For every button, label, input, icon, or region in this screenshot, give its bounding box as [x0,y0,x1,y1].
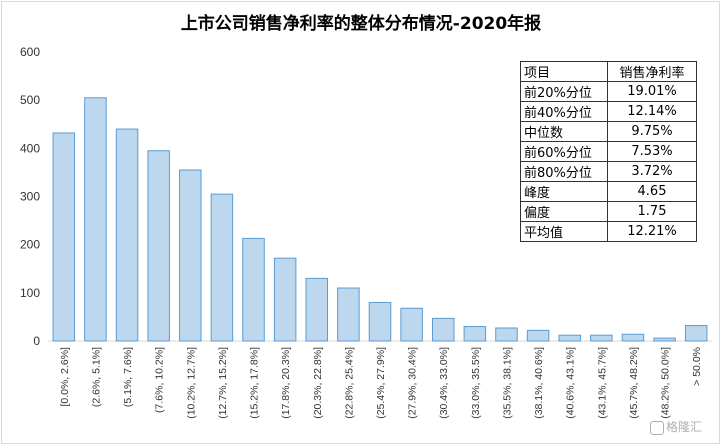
y-tick-label: 400 [20,141,40,155]
x-tick-label: (2.6%, 5.1%] [90,347,102,407]
stats-row: 峰度 4.65 [520,181,697,202]
x-tick-label: (12.7%, 15.2%] [217,347,229,419]
stats-header-item: 项目 [520,61,608,82]
bar [621,333,645,342]
stats-value: 12.21% [607,221,697,242]
bar [179,169,202,342]
x-tick-label: (48.2%, 50.0%] [660,347,672,419]
y-tick-label: 200 [20,238,40,252]
y-tick-label: 500 [20,93,40,107]
bar [210,193,234,342]
bar [115,128,139,342]
x-tick-label: (40.6%, 43.1%] [565,347,577,419]
watermark-text: 格隆汇 [666,420,703,434]
stats-header-row: 项目 销售净利率 [520,61,697,82]
x-tick-label: (30.4%, 33.0%] [438,347,450,419]
y-tick-label: 0 [33,334,40,348]
stats-value: 12.14% [607,101,697,122]
bar [242,237,265,342]
x-tick-label: (38.1%, 40.6%] [533,347,545,419]
bar [337,287,360,342]
bar [400,307,423,342]
stats-row: 前80%分位 3.72% [520,161,697,182]
stats-row: 前40%分位 12.14% [520,101,697,122]
stats-value: 19.01% [607,81,697,102]
stats-table: 项目 销售净利率 前20%分位 19.01% 前40%分位 12.14% 中位数… [520,61,697,242]
x-tick-label: (10.2%, 12.7%] [185,347,197,419]
bar [558,334,581,342]
x-tick-label: (25.4%, 27.9%] [375,347,387,419]
bar [273,257,297,342]
x-tick-label: > 50.0% [691,347,703,386]
x-tick-label: (45.7%, 48.2%] [628,347,640,419]
x-tick-label: (20.3%, 22.8%] [312,347,324,419]
bar [368,301,392,342]
x-tick-label: (35.5%, 38.1%] [501,347,513,419]
bar [147,150,170,342]
x-tick-label: (7.6%, 10.2%] [154,347,166,413]
x-tick-label: (43.1%, 45.7%] [596,347,608,419]
stats-key: 平均值 [520,221,608,242]
stats-row: 平均值 12.21% [520,221,697,242]
stats-row: 前60%分位 7.53% [520,141,697,162]
stats-value: 7.53% [607,141,697,162]
bar [653,337,676,342]
bar [590,334,613,342]
bar [684,325,708,342]
bar [84,97,107,342]
stats-key: 偏度 [520,201,608,222]
watermark: 格隆汇 [650,418,702,435]
x-tick-label: (27.9%, 30.4%] [407,347,419,419]
x-tick-label: (22.8%, 25.4%] [343,347,355,419]
stats-value: 3.72% [607,161,697,182]
stats-value: 9.75% [607,121,697,142]
x-tick-label: (17.8%, 20.3%] [280,347,292,419]
bar [495,327,518,342]
stats-header-value: 销售净利率 [607,61,697,82]
stats-row: 中位数 9.75% [520,121,697,142]
stats-key: 前40%分位 [520,101,608,122]
stats-key: 前60%分位 [520,141,608,162]
y-tick-label: 600 [20,45,40,59]
bar [463,326,487,342]
stats-row: 前20%分位 19.01% [520,81,697,102]
x-tick-label: (15.2%, 17.8%] [249,347,261,419]
x-tick-label: (33.0%, 35.5%] [470,347,482,419]
stats-key: 峰度 [520,181,608,202]
bar [431,317,455,342]
stats-value: 1.75 [607,201,697,222]
logo-icon [650,420,664,435]
y-tick-label: 100 [20,286,40,300]
bar [305,277,329,342]
bar [526,329,550,342]
x-tick-label: [0.0%, 2.6%] [59,347,71,407]
stats-row: 偏度 1.75 [520,201,697,222]
bar [52,132,76,342]
stats-key: 前20%分位 [520,81,608,102]
stats-key: 前80%分位 [520,161,608,182]
stats-key: 中位数 [520,121,608,142]
stats-value: 4.65 [607,181,697,202]
y-tick-label: 300 [20,190,40,204]
x-tick-label: (5.1%, 7.6%] [122,347,134,407]
chart-title: 上市公司销售净利率的整体分布情况-2020年报 [180,14,542,34]
